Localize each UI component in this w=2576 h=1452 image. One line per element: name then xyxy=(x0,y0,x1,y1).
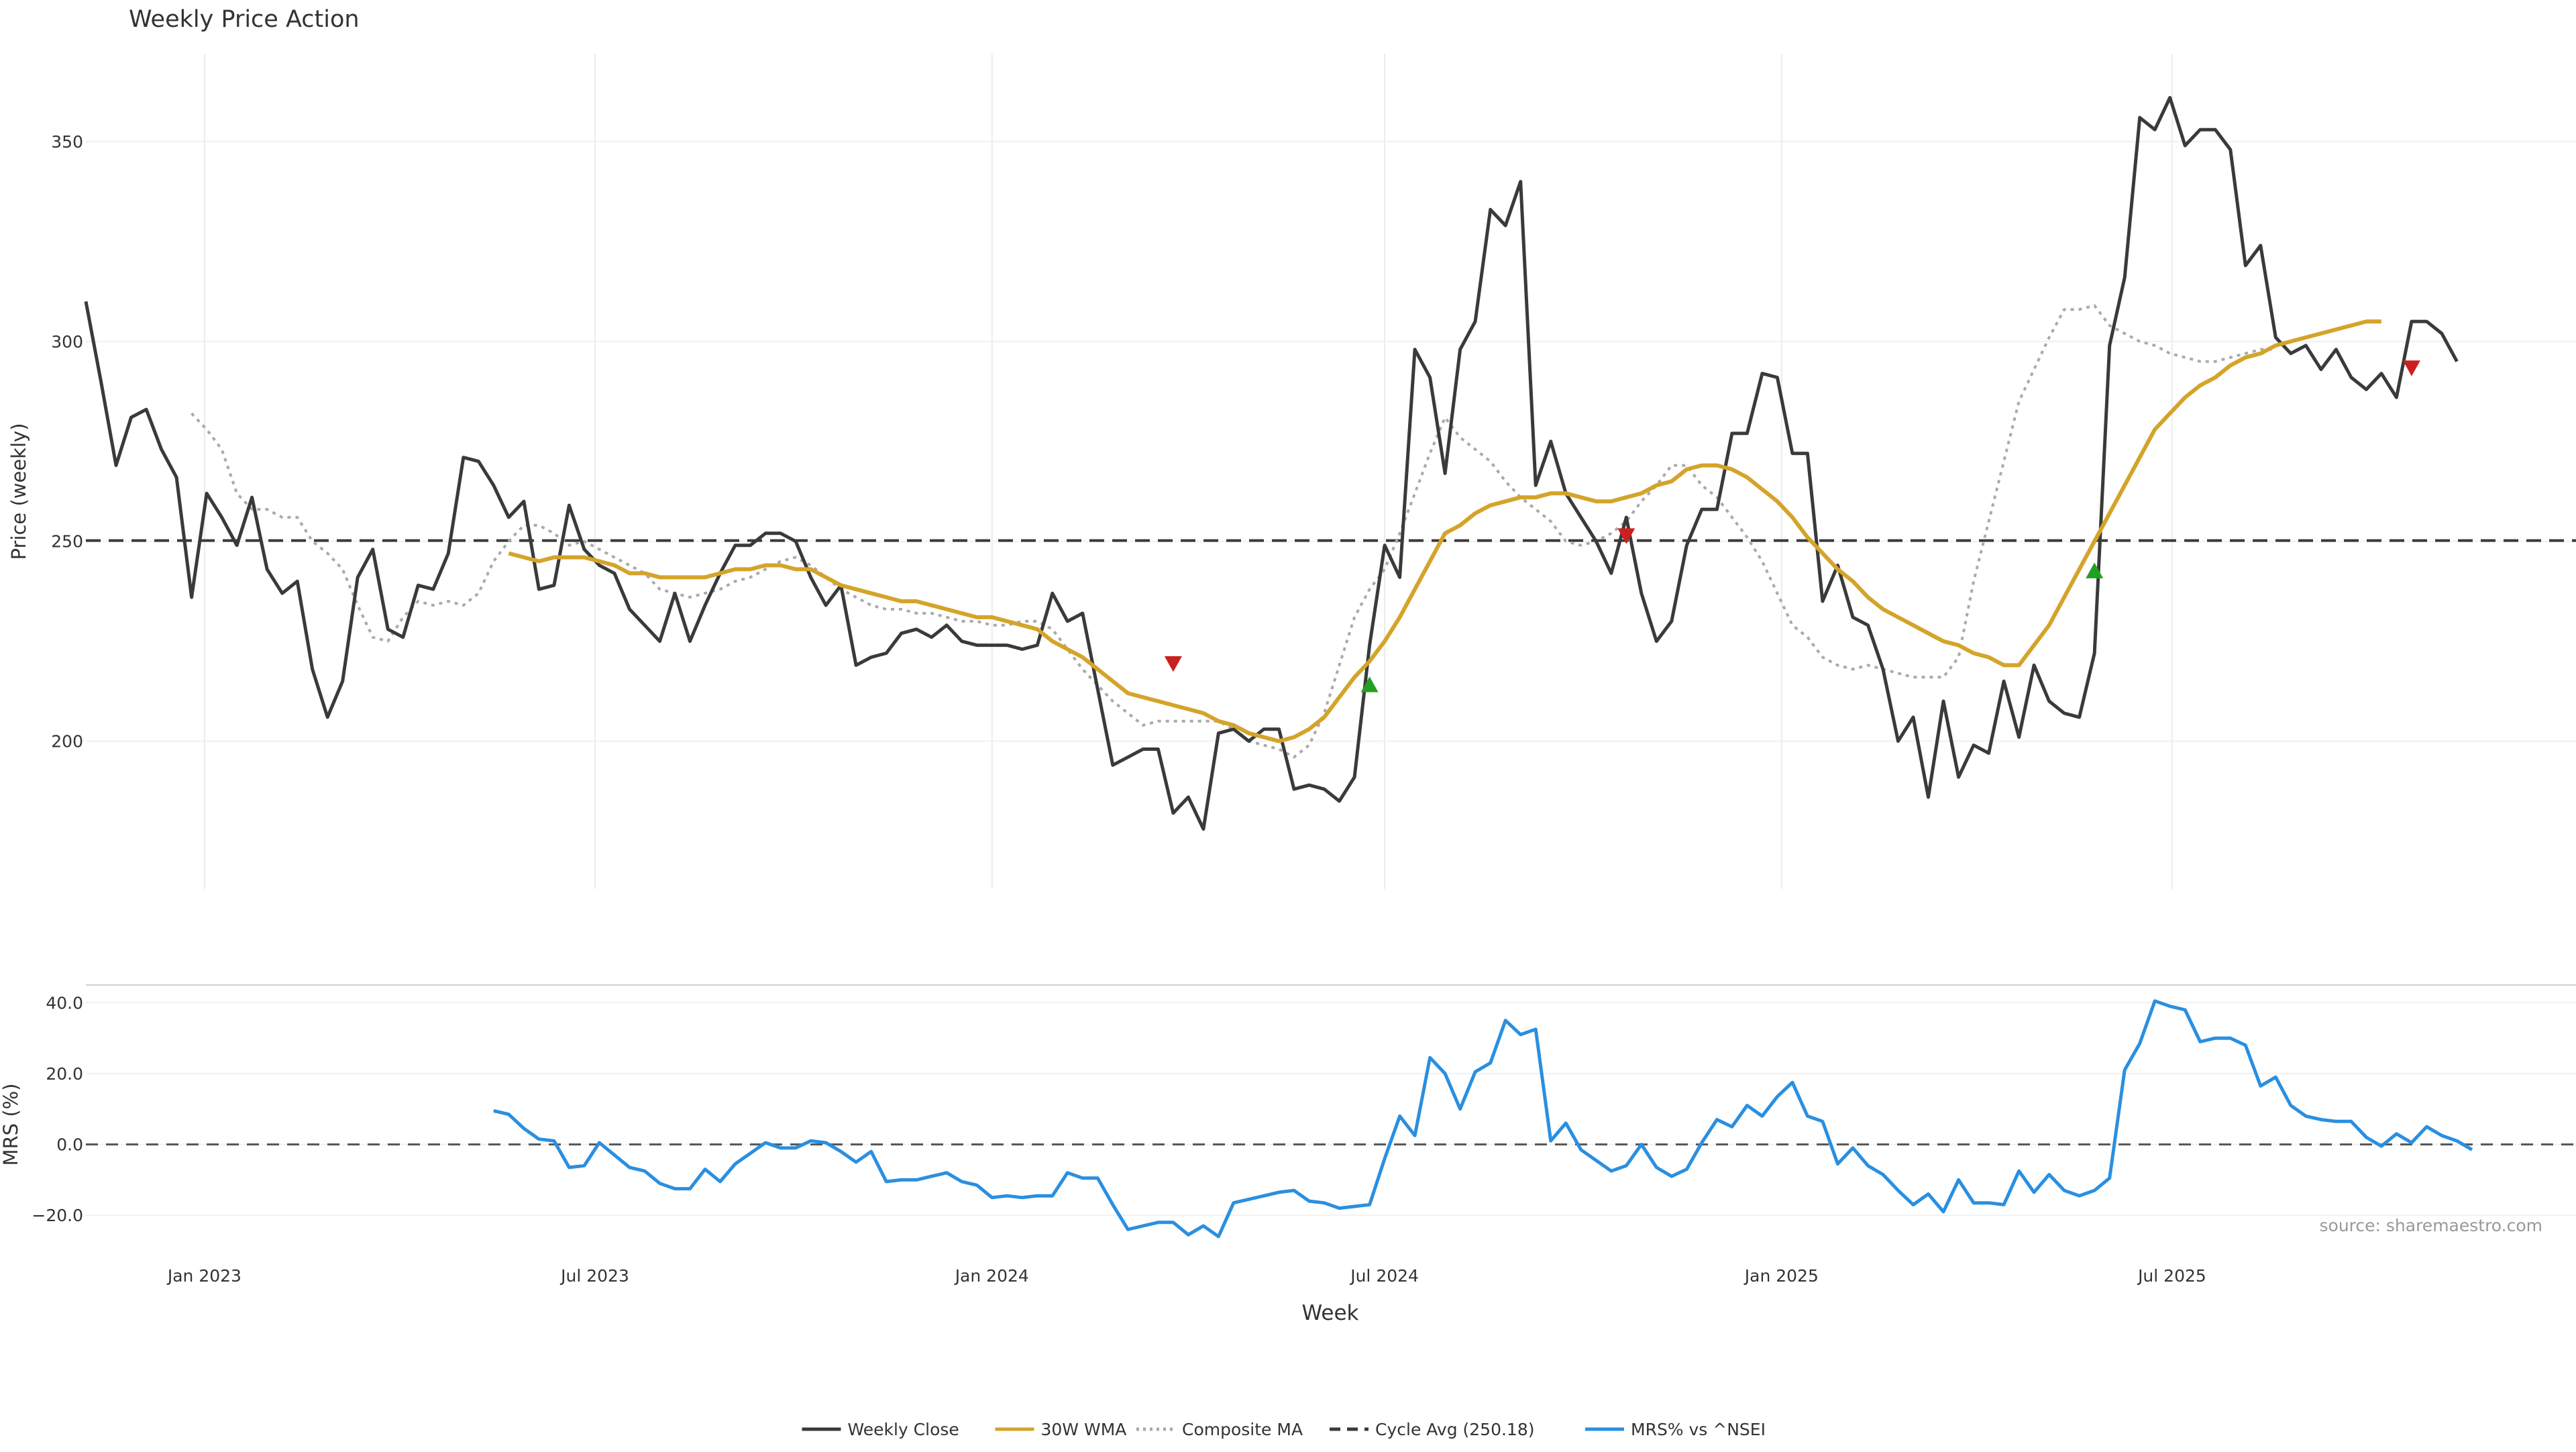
source-annotation: source: sharemaestro.com xyxy=(2320,1216,2543,1235)
buy-signal-marker xyxy=(2086,562,2104,578)
price-y-tick-label: 350 xyxy=(51,132,83,152)
x-tick-label: Jul 2023 xyxy=(559,1266,629,1286)
mrs-y-tick-label: 40.0 xyxy=(46,993,83,1013)
x-tick-label: Jan 2025 xyxy=(1743,1266,1819,1286)
legend-label: MRS% vs ^NSEI xyxy=(1631,1420,1766,1439)
legend-label: 30W WMA xyxy=(1041,1420,1127,1439)
legend-label: Composite MA xyxy=(1182,1420,1303,1439)
x-tick-label: Jan 2023 xyxy=(166,1266,241,1286)
sell-signal-marker xyxy=(2402,360,2420,376)
price-y-tick-label: 300 xyxy=(51,332,83,352)
composite-ma-line xyxy=(191,304,2276,759)
weekly-close-line xyxy=(84,96,2459,831)
price-y-tick-label: 200 xyxy=(51,732,83,751)
buy-signal-marker xyxy=(1360,676,1379,692)
x-tick-label: Jul 2025 xyxy=(2137,1266,2206,1286)
legend-label: Cycle Avg (250.18) xyxy=(1375,1420,1535,1439)
price-y-tick-label: 250 xyxy=(51,532,83,552)
wma-30w-line xyxy=(508,319,2381,743)
mrs-y-tick-label: 0.0 xyxy=(56,1135,83,1155)
x-axis-label: Week xyxy=(1302,1301,1359,1325)
chart-title: Weekly Price Action xyxy=(129,6,360,33)
legend-label: Weekly Close xyxy=(848,1420,959,1439)
x-tick-label: Jan 2024 xyxy=(954,1266,1029,1286)
mrs-y-tick-label: −20.0 xyxy=(32,1206,83,1225)
x-tick-label: Jul 2024 xyxy=(1349,1266,1419,1286)
sell-signal-marker xyxy=(1164,656,1182,672)
sell-signal-marker xyxy=(1617,528,1635,544)
mrs-y-axis-label: MRS (%) xyxy=(0,1084,22,1166)
mrs-line xyxy=(493,999,2473,1239)
mrs-y-tick-label: 20.0 xyxy=(46,1064,83,1084)
price-y-axis-label: Price (weekly) xyxy=(7,423,30,560)
